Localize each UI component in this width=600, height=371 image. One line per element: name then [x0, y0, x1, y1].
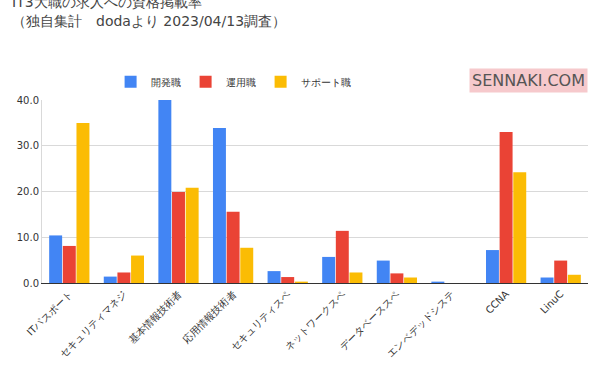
svg-text:IT3大職の求人への資格掲載率（独自集計 dodaより 20: IT3大職の求人への資格掲載率（独自集計 dodaより 2023/04/13調査…: [12, 0, 286, 29]
svg-text:CCNA: CCNA: [483, 288, 511, 316]
svg-text:0.0: 0.0: [23, 278, 39, 289]
svg-text:サポート職: サポート職: [301, 77, 351, 88]
svg-text:基本情報技術者: 基本情報技術者: [126, 288, 183, 345]
svg-text:40.0: 40.0: [17, 95, 39, 106]
svg-text:データベーススペ: データベーススペ: [338, 288, 402, 352]
svg-text:30.0: 30.0: [17, 140, 39, 151]
svg-text:エンベデッドシステ: エンベデッドシステ: [385, 288, 456, 359]
svg-text:セキュリティスペ: セキュリティスペ: [228, 288, 292, 352]
svg-text:開発職: 開発職: [151, 77, 181, 88]
svg-text:SENNAKI.COM: SENNAKI.COM: [472, 71, 585, 90]
svg-text:応用情報技術者: 応用情報技術者: [181, 288, 238, 345]
svg-text:LinuC: LinuC: [538, 288, 566, 316]
svg-text:20.0: 20.0: [17, 186, 39, 197]
svg-text:10.0: 10.0: [17, 232, 39, 243]
svg-text:ネットワークスペ: ネットワークスペ: [283, 288, 347, 352]
svg-text:セキュリティマネジ: セキュリティマネジ: [57, 288, 128, 359]
svg-text:運用職: 運用職: [226, 77, 256, 88]
svg-text:ITパスポート: ITパスポート: [25, 288, 75, 338]
